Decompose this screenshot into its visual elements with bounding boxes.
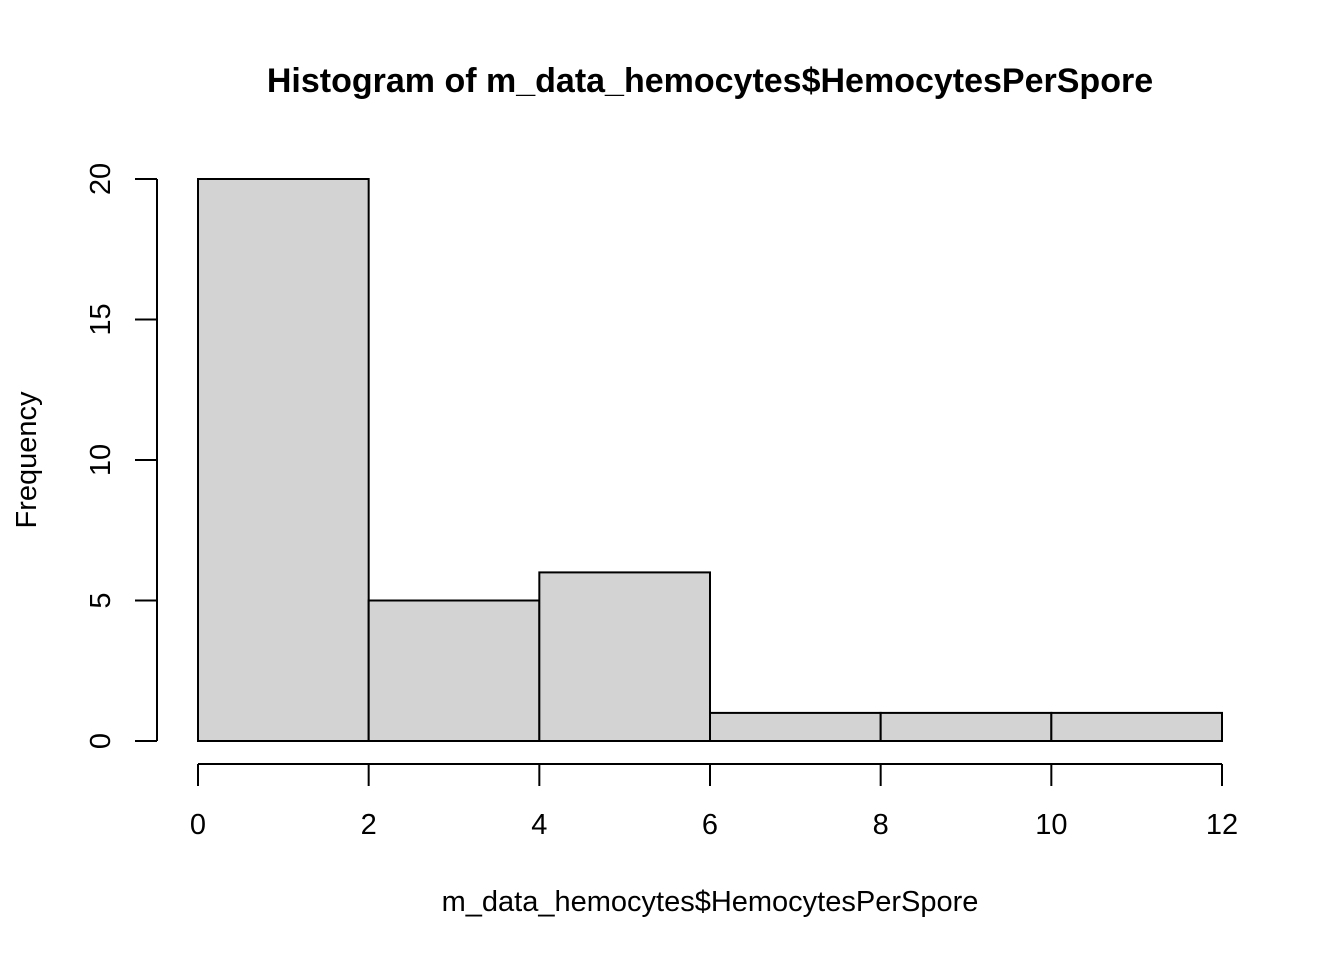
x-tick-label-1: 2 [361,809,377,841]
x-tick-label-5: 10 [1035,809,1067,841]
x-axis-label: m_data_hemocytes$HemocytesPerSpore [442,886,979,918]
y-tick-label-0: 0 [85,733,117,749]
x-axis: 0 2 4 6 8 10 12 [190,763,1238,841]
histogram-bar-2 [538,571,711,743]
y-tick-label-3: 15 [85,303,117,335]
x-tick-label-4: 8 [873,809,889,841]
y-axis: 0 5 10 15 20 [85,163,158,749]
x-tick-label-6: 12 [1206,809,1238,841]
x-tick-label-3: 6 [702,809,718,841]
bars-group [197,178,1224,743]
histogram-bar-3 [709,711,882,743]
y-tick-label-2: 10 [85,444,117,476]
histogram-bar-5 [1050,711,1224,743]
histogram-bar-1 [367,599,541,742]
y-tick-label-1: 5 [85,592,117,608]
y-tick-label-4: 20 [85,163,117,195]
y-axis-label: Frequency [11,391,43,529]
x-tick-label-0: 0 [190,809,206,841]
histogram-bar-0 [197,178,370,742]
histogram-bar-4 [879,711,1053,743]
x-tick-label-2: 4 [531,809,547,841]
chart-title: Histogram of m_data_hemocytes$HemocytesP… [267,62,1153,100]
